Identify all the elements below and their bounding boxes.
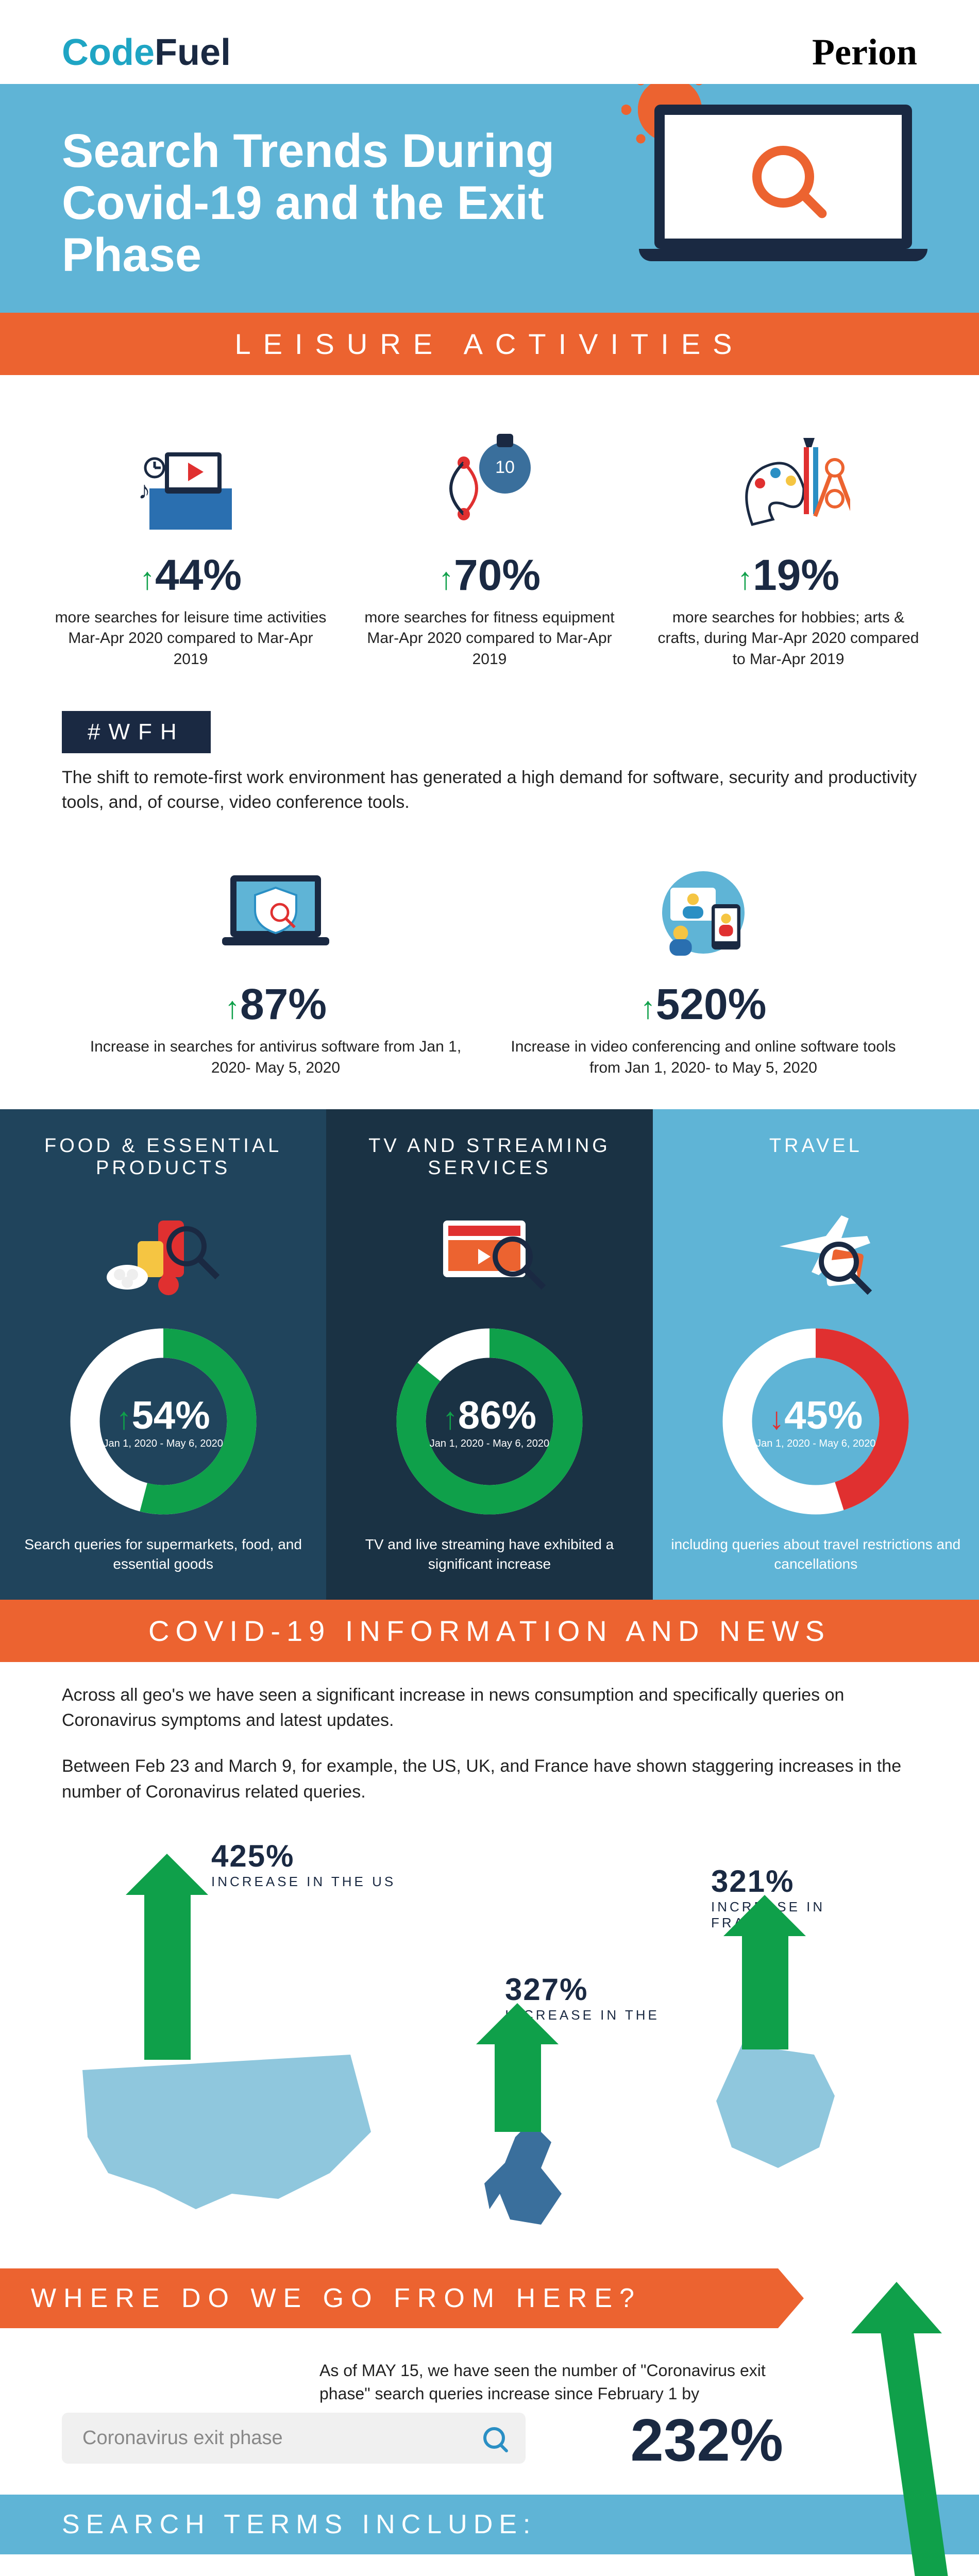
logo-perion: Perion (812, 31, 917, 74)
logo-codefuel: CodeFuel (62, 31, 231, 74)
donut-chart: ↑86%Jan 1, 2020 - May 6, 2020 (392, 1324, 587, 1519)
stat-desc: Increase in searches for antivirus softw… (82, 1037, 469, 1078)
us-shape-icon (62, 2039, 392, 2214)
arrow-up-icon: ↑ (116, 1401, 132, 1436)
category-title: FOOD & ESSENTIAL PRODUCTS (15, 1135, 311, 1182)
stat-percent: 327% (505, 1972, 660, 2007)
tv-icon (342, 1195, 637, 1308)
arrow-up-icon: ↑ (438, 561, 454, 596)
search-icon (483, 2427, 505, 2449)
hero-title: Search Trends During Covid-19 and the Ex… (62, 125, 577, 282)
map-uk: 327% INCREASE IN THE UK (474, 1972, 629, 2238)
terms-banner: SEARCH TERMS INCLUDE: (0, 2495, 979, 2554)
news-banner: COVID-19 INFORMATION AND NEWS (0, 1600, 979, 1662)
news-paragraph: Across all geo's we have seen a signific… (0, 1662, 979, 1754)
category-desc: Search queries for supermarkets, food, a… (15, 1535, 311, 1574)
big-arrow-icon (866, 2282, 927, 2576)
stat-percent: ↑44% (52, 550, 330, 600)
stat-desc: Increase in video conferencing and onlin… (510, 1037, 897, 1078)
food-icon (15, 1195, 311, 1308)
stat-percent: ↑19% (649, 550, 927, 600)
category-tv: TV AND STREAMING SERVICES ↑86%Jan 1, 202… (326, 1109, 652, 1600)
exit-text: As of MAY 15, we have seen the number of… (319, 2359, 783, 2405)
exit-section: As of MAY 15, we have seen the number of… (0, 2328, 979, 2495)
arrow-up-icon: ↑ (737, 561, 753, 596)
arrow-up-icon: ↑ (640, 991, 656, 1025)
svg-text:♪: ♪ (138, 477, 150, 504)
search-pill: Coronavirus exit phase (62, 2413, 526, 2464)
category-travel: TRAVEL ↓45%Jan 1, 2020 - May 6, 2020 inc… (653, 1109, 979, 1600)
leisure-item: ♪ ↑44% more searches for leisure time ac… (52, 416, 330, 670)
donut-chart: ↑54%Jan 1, 2020 - May 6, 2020 (65, 1324, 261, 1519)
category-desc: TV and live streaming have exhibited a s… (342, 1535, 637, 1574)
video-conference-icon (510, 845, 897, 979)
header: CodeFuel Perion (0, 0, 979, 84)
category-title: TV AND STREAMING SERVICES (342, 1135, 637, 1182)
fitness-icon: 10 (350, 416, 629, 550)
arrow-down-icon: ↓ (769, 1401, 784, 1436)
map-section: 425% INCREASE IN THE US 327% INCREASE IN… (0, 1825, 979, 2268)
wfh-row: ↑87% Increase in searches for antivirus … (0, 835, 979, 1109)
stat-percent: ↑87% (82, 979, 469, 1029)
donut-chart: ↓45%Jan 1, 2020 - May 6, 2020 (718, 1324, 914, 1519)
antivirus-icon (82, 845, 469, 979)
news-paragraph: Between Feb 23 and March 9, for example,… (0, 1754, 979, 1825)
stat-percent: 321% (711, 1863, 897, 1899)
wfh-intro: The shift to remote-first work environme… (0, 766, 979, 835)
map-fr: 321% INCREASE IN FRANCE (701, 1863, 886, 2181)
leisure-time-icon: ♪ (52, 416, 330, 550)
travel-icon (668, 1195, 964, 1308)
map-us: 425% INCREASE IN THE US (62, 1838, 392, 2217)
leisure-item: ↑19% more searches for hobbies; arts & c… (649, 416, 927, 670)
wfh-item: ↑87% Increase in searches for antivirus … (82, 845, 469, 1078)
stat-desc: more searches for fitness equipment Mar-… (350, 607, 629, 670)
stat-sub: INCREASE IN THE US (211, 1874, 541, 1890)
terms-grid: back to school after coronavirus flights… (0, 2554, 979, 2576)
leisure-item: 10 ↑70% more searches for fitness equipm… (350, 416, 629, 670)
hero: Search Trends During Covid-19 and the Ex… (0, 84, 979, 313)
where-banner: WHERE DO WE GO FROM HERE? (0, 2268, 804, 2328)
fr-shape-icon (701, 2034, 855, 2178)
category-desc: including queries about travel restricti… (668, 1535, 964, 1574)
wfh-tag: #WFH (62, 711, 211, 753)
arrow-up-icon: ↑ (443, 1401, 458, 1436)
arrow-up-icon: ↑ (140, 561, 155, 596)
stat-percent: ↑520% (510, 979, 897, 1029)
arrow-up-icon: ↑ (225, 991, 240, 1025)
stat-percent: 425% (211, 1838, 541, 1874)
category-food: FOOD & ESSENTIAL PRODUCTS ↑54%Jan 1, 202… (0, 1109, 326, 1600)
svg-text:10: 10 (495, 457, 515, 477)
wfh-item: ↑520% Increase in video conferencing and… (510, 845, 897, 1078)
laptop-icon (629, 105, 938, 311)
leisure-row: ♪ ↑44% more searches for leisure time ac… (0, 375, 979, 691)
stat-percent: ↑70% (350, 550, 629, 600)
magnifier-icon (752, 146, 814, 208)
arts-crafts-icon (649, 416, 927, 550)
stat-desc: more searches for hobbies; arts & crafts… (649, 607, 927, 670)
stat-desc: more searches for leisure time activitie… (52, 607, 330, 670)
category-title: TRAVEL (668, 1135, 964, 1182)
category-row: FOOD & ESSENTIAL PRODUCTS ↑54%Jan 1, 202… (0, 1109, 979, 1600)
uk-shape-icon (474, 2116, 587, 2235)
leisure-banner: LEISURE ACTIVITIES (0, 313, 979, 375)
